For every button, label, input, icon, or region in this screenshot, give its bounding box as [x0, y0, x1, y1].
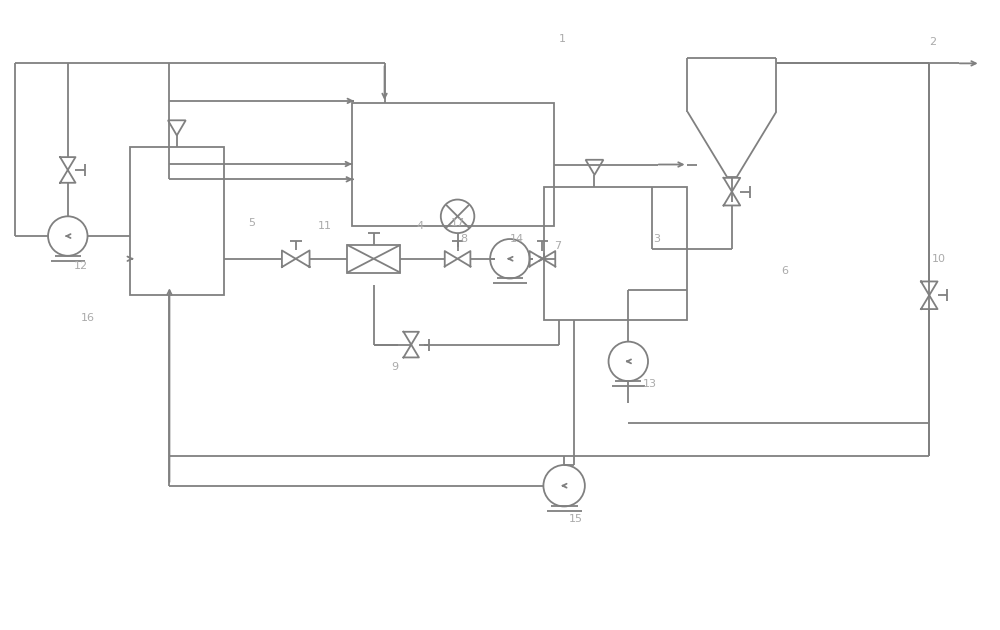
- Bar: [130, 147, 224, 295]
- Bar: [544, 186, 687, 320]
- Text: 7: 7: [554, 241, 561, 251]
- Text: 13: 13: [643, 379, 657, 389]
- Text: 14: 14: [510, 234, 524, 244]
- Text: 6: 6: [781, 266, 788, 275]
- Text: 4: 4: [416, 221, 423, 231]
- Text: 11: 11: [317, 221, 331, 231]
- Text: 10: 10: [932, 254, 946, 264]
- Text: 9: 9: [391, 362, 399, 372]
- Text: 8: 8: [461, 234, 468, 244]
- Text: 1: 1: [559, 33, 566, 43]
- Text: 17: 17: [451, 218, 465, 228]
- Text: 16: 16: [81, 313, 95, 323]
- Text: 2: 2: [929, 37, 936, 47]
- Text: 12: 12: [74, 261, 88, 271]
- Text: 3: 3: [653, 234, 660, 244]
- Text: 5: 5: [248, 218, 255, 228]
- Text: 15: 15: [569, 514, 583, 524]
- Bar: [347, 245, 400, 273]
- Bar: [352, 103, 554, 226]
